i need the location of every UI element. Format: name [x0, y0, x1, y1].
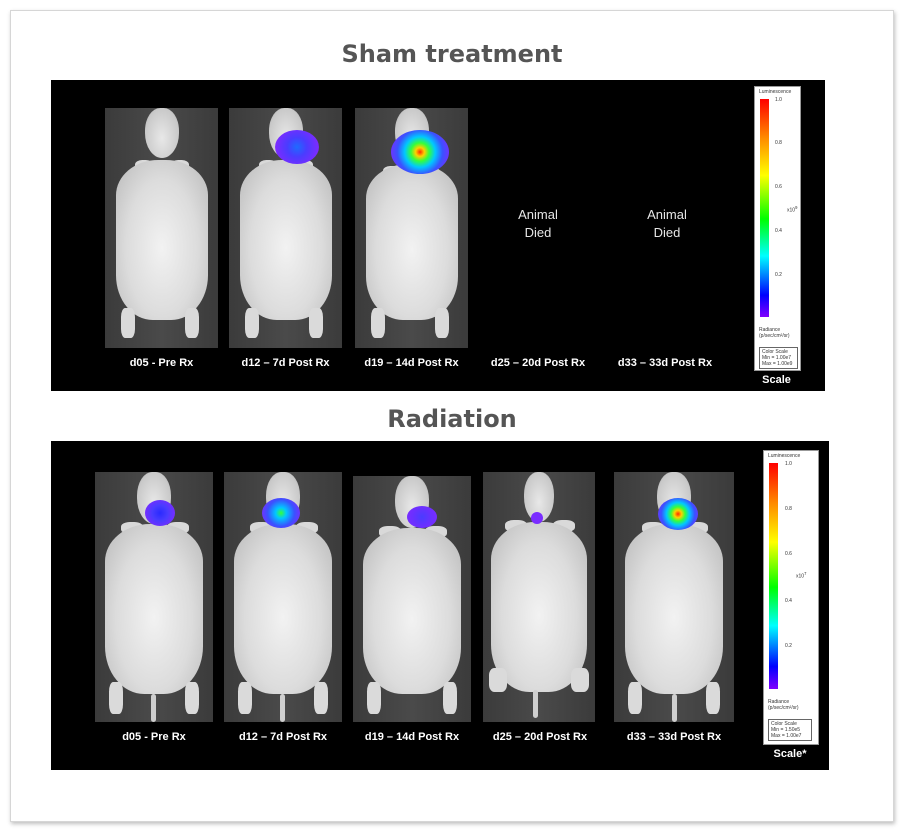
- bioluminescence-signal: [531, 512, 543, 524]
- radiation-mouse-d33: [614, 472, 734, 722]
- sham-mouse-d19: [355, 108, 468, 348]
- bioluminescence-signal: [658, 498, 698, 530]
- timepoint-label: d33 – 33d Post Rx: [617, 357, 713, 369]
- color-gradient-bar: [760, 99, 769, 317]
- bioluminescence-signal: [407, 506, 437, 528]
- timepoint-label: d12 – 7d Post Rx: [238, 731, 328, 743]
- radiation-mouse-d19: [353, 476, 471, 722]
- timepoint-label: d25 – 20d Post Rx: [490, 357, 586, 369]
- scale-caption: Scale*: [773, 748, 807, 760]
- radiation-mouse-d25: [483, 472, 595, 722]
- timepoint-label: d05 - Pre Rx: [122, 731, 186, 743]
- timepoint-label: d05 - Pre Rx: [129, 357, 194, 369]
- bioluminescence-signal: [391, 130, 449, 174]
- timepoint-label: d19 – 14d Post Rx: [364, 731, 460, 743]
- radiation-mouse-d05: [95, 472, 213, 722]
- luminescence-scale-legend: Luminescence 1.0 0.8 0.6 0.4 0.2 x109 Ra…: [754, 86, 801, 371]
- bioluminescence-signal: [262, 498, 300, 528]
- bioluminescence-signal: [275, 130, 319, 164]
- scale-caption: Scale: [762, 374, 791, 386]
- timepoint-label: d12 – 7d Post Rx: [241, 357, 330, 369]
- sham-mouse-d05: [105, 108, 218, 348]
- color-gradient-bar: [769, 463, 778, 689]
- radiation-panel: d05 - Pre Rx d12 – 7d Post Rx d19 – 14d …: [51, 441, 829, 770]
- luminescence-scale-legend: Luminescence 1.0 0.8 0.6 0.4 0.2 x107 Ra…: [763, 450, 819, 745]
- sham-title: Sham treatment: [341, 40, 563, 68]
- bioluminescence-signal: [145, 500, 175, 526]
- timepoint-label: d33 – 33d Post Rx: [626, 731, 722, 743]
- animal-died-label-d25: Animal Died: [518, 207, 558, 240]
- animal-died-label-d33: Animal Died: [647, 207, 687, 240]
- radiation-mouse-d12: [224, 472, 342, 722]
- timepoint-label: d25 – 20d Post Rx: [492, 731, 588, 743]
- sham-mouse-d12: [229, 108, 342, 348]
- timepoint-label: d19 – 14d Post Rx: [364, 357, 459, 369]
- radiation-title: Radiation: [387, 405, 517, 433]
- sham-panel: Animal Died Animal Died d05 - Pre Rx d12 –…: [51, 80, 825, 391]
